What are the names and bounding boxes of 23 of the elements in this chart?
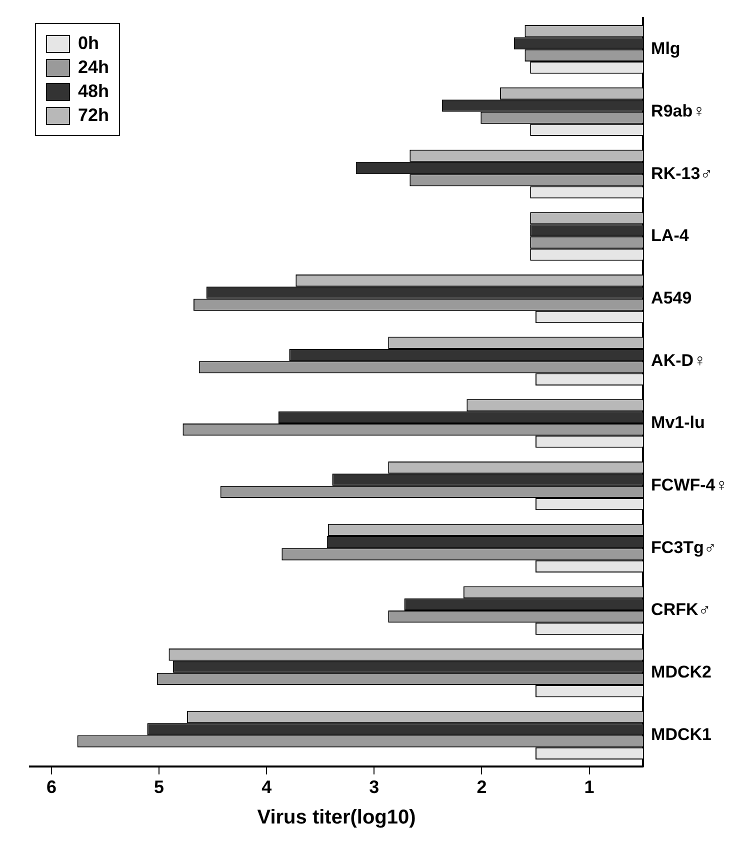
legend-label: 72h	[78, 105, 110, 126]
y-tick-label: FCWF-4♀	[651, 476, 728, 495]
y-tick-label: A549	[651, 288, 692, 308]
y-tick-label: Mv1-lu	[651, 413, 705, 432]
x-tick-label: 1	[584, 777, 594, 798]
y-tick-label: CRFK♂	[651, 600, 712, 620]
legend-label: 24h	[78, 57, 110, 78]
y-tick-label: RK-13♂	[651, 164, 713, 183]
y-tick-label: R9ab♀	[651, 101, 706, 120]
y-tick-label: AK-D♀	[651, 350, 706, 370]
x-tick-label: 5	[154, 777, 164, 798]
y-tick-label: LA-4	[651, 226, 690, 246]
legend-label: 48h	[78, 81, 110, 102]
legend-label: 0h	[78, 33, 100, 54]
y-tick-label: MDCK1	[651, 724, 712, 744]
y-tick-label: MDCK2	[651, 662, 712, 682]
y-tick-label: FC3Tg♂	[651, 538, 717, 557]
x-tick-label: 2	[476, 777, 487, 798]
y-tick-label: Mlg	[651, 39, 680, 58]
x-axis-title: Virus titer(log10)	[257, 806, 416, 829]
x-tick-label: 4	[262, 777, 272, 798]
x-tick-label: 6	[46, 777, 57, 798]
x-tick-label: 3	[369, 777, 380, 798]
